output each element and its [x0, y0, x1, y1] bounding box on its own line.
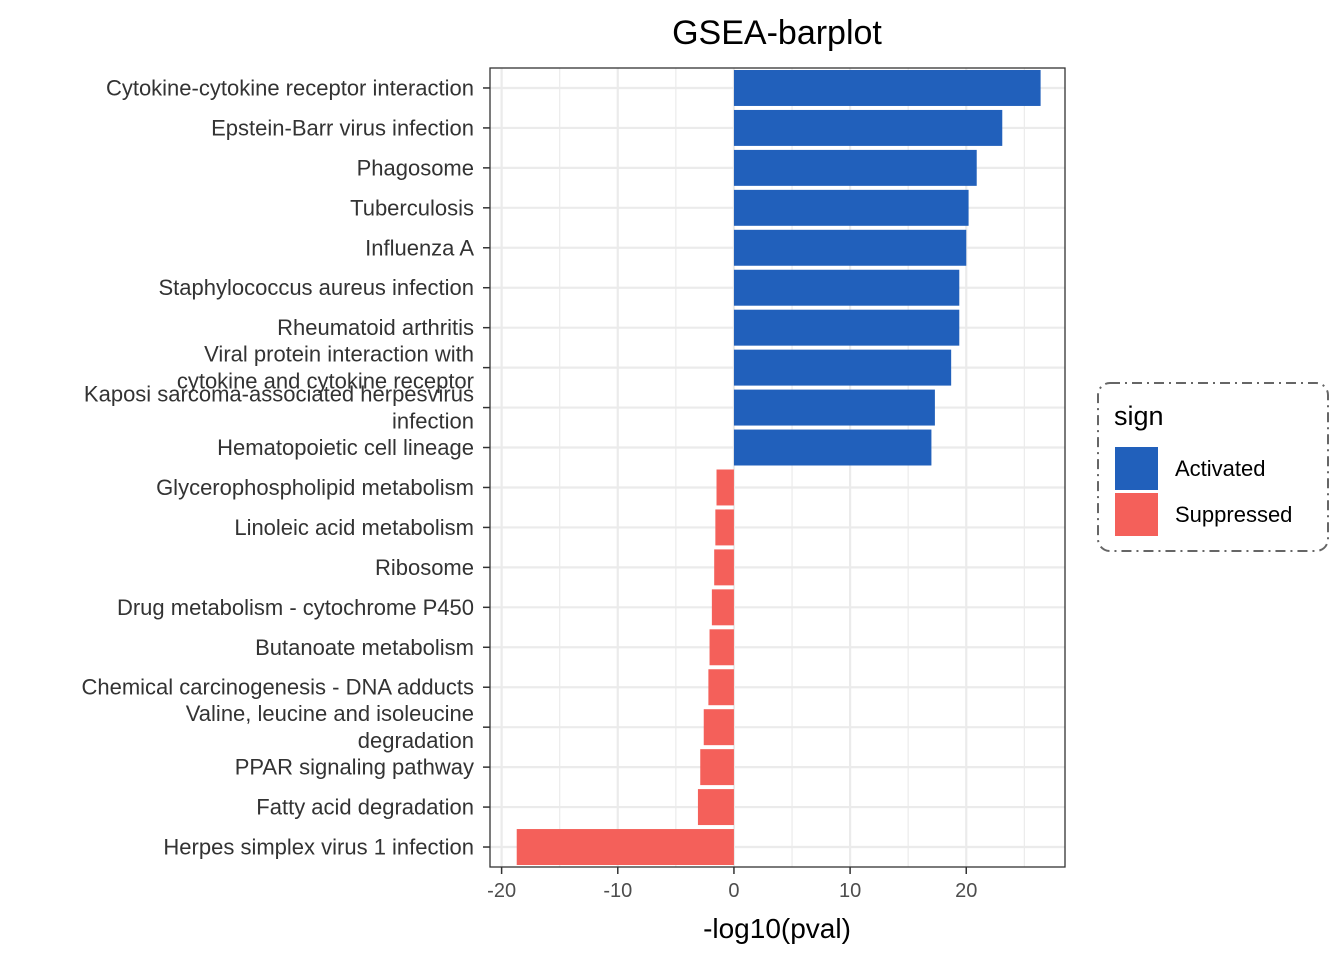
category-label: Drug metabolism - cytochrome P450 — [117, 595, 474, 620]
bars — [516, 69, 1041, 866]
category-label: Herpes simplex virus 1 infection — [163, 835, 474, 860]
category-label: Hematopoietic cell lineage — [217, 435, 474, 460]
bar — [714, 549, 734, 586]
bar — [733, 429, 932, 466]
category-label: Cytokine-cytokine receptor interaction — [106, 75, 474, 100]
plot-panel — [489, 67, 1066, 868]
category-label: Kaposi sarcoma-associated herpesvirus — [84, 382, 474, 407]
category-label: Fatty acid degradation — [256, 795, 474, 820]
category-label: Staphylococcus aureus infection — [158, 275, 474, 300]
bar — [708, 669, 734, 706]
bar — [733, 189, 969, 226]
x-tick-label: 0 — [728, 880, 739, 902]
x-tick-label: -10 — [603, 880, 632, 902]
legend-key-activated — [1115, 447, 1158, 490]
legend: sign Activated Suppressed — [1097, 382, 1329, 552]
category-label: Butanoate metabolism — [255, 635, 474, 660]
category-label: Ribosome — [375, 555, 474, 580]
category-label: Glycerophospholipid metabolism — [156, 475, 474, 500]
bar — [733, 229, 967, 266]
category-label: Phagosome — [357, 155, 474, 180]
panel-background — [490, 68, 1065, 867]
chart-title: GSEA-barplot — [672, 14, 882, 52]
legend-label-activated: Activated — [1175, 456, 1266, 481]
bar — [733, 149, 977, 186]
bar — [700, 749, 734, 786]
category-label: Viral protein interaction with — [204, 342, 474, 367]
bar — [733, 269, 960, 306]
bar — [733, 109, 1003, 146]
category-label: Chemical carcinogenesis - DNA adducts — [81, 675, 474, 700]
legend-label-suppressed: Suppressed — [1175, 502, 1292, 527]
x-tick-label: -20 — [487, 880, 516, 902]
category-label: Valine, leucine and isoleucine — [186, 701, 474, 726]
category-label: Linoleic acid metabolism — [234, 515, 474, 540]
category-label: PPAR signaling pathway — [235, 755, 474, 780]
category-label: infection — [392, 409, 474, 434]
x-tick-label: 10 — [839, 880, 861, 902]
x-tick-label: 20 — [955, 880, 977, 902]
y-axis: Cytokine-cytokine receptor interaction Ep… — [81, 75, 490, 860]
bar — [697, 789, 734, 826]
bar — [711, 589, 734, 626]
bar — [733, 389, 935, 426]
x-axis-title: -log10(pval) — [703, 913, 851, 944]
bar — [733, 349, 952, 386]
bar — [733, 309, 960, 346]
bar — [733, 69, 1041, 106]
panel-border — [489, 67, 1066, 868]
category-label: Rheumatoid arthritis — [277, 315, 474, 340]
bar — [715, 509, 734, 546]
category-label: Epstein-Barr virus infection — [211, 115, 474, 140]
category-label: cytokine and cytokine receptor — [177, 369, 474, 394]
bar — [516, 829, 734, 866]
bar — [716, 469, 734, 506]
bar — [703, 709, 734, 746]
category-label: degradation — [358, 728, 474, 753]
category-label: Tuberculosis — [350, 195, 474, 220]
legend-title: sign — [1114, 401, 1164, 431]
legend-key-suppressed — [1115, 493, 1158, 536]
x-axis: -20 -10 0 10 20 — [487, 867, 977, 902]
category-label: Influenza A — [365, 235, 474, 260]
bar — [709, 629, 734, 666]
